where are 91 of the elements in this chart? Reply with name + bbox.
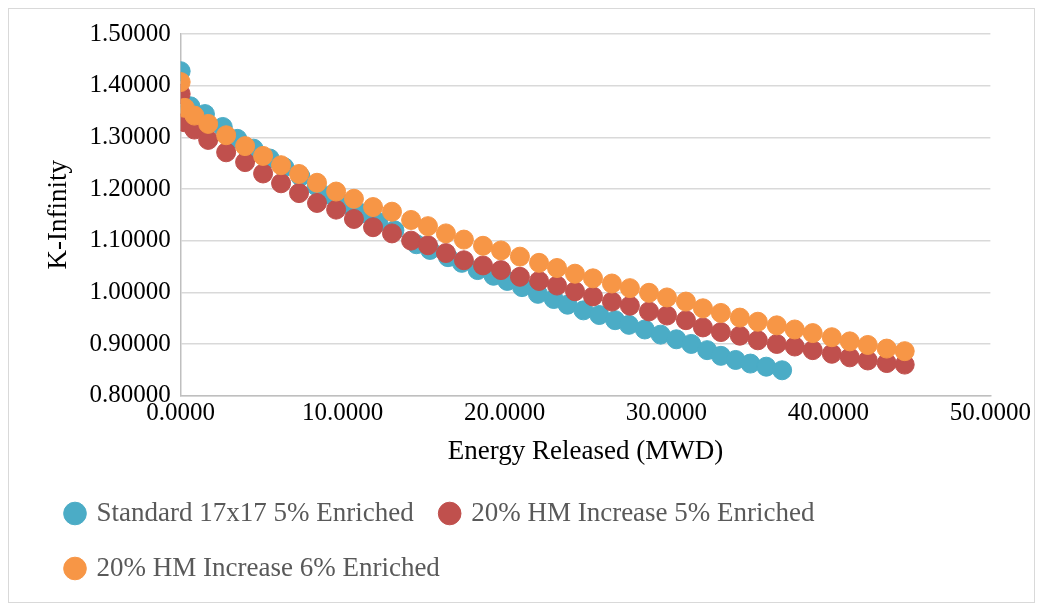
point bbox=[656, 287, 677, 308]
point bbox=[198, 113, 219, 134]
x-tick-label: 20.0000 bbox=[463, 398, 546, 426]
y-tick-label: 1.00000 bbox=[89, 276, 171, 304]
point bbox=[547, 258, 568, 279]
y-axis-title: K-Infinity bbox=[42, 159, 73, 270]
x-axis-title: Energy Released (MWD) bbox=[447, 434, 724, 465]
y-tick-label: 1.10000 bbox=[89, 225, 171, 253]
point bbox=[710, 302, 731, 323]
point bbox=[619, 295, 640, 316]
point bbox=[784, 336, 805, 357]
point bbox=[253, 145, 274, 166]
point bbox=[747, 330, 768, 351]
point bbox=[675, 291, 696, 312]
legend-label: 20% HM Increase 5% Enriched bbox=[471, 496, 816, 527]
point bbox=[784, 319, 805, 340]
point bbox=[876, 338, 897, 359]
point bbox=[675, 310, 696, 331]
point bbox=[564, 281, 585, 302]
point bbox=[307, 192, 328, 213]
point bbox=[343, 188, 364, 209]
y-tick-label: 0.90000 bbox=[89, 328, 171, 356]
point bbox=[639, 282, 659, 303]
point bbox=[235, 136, 256, 157]
point bbox=[582, 268, 603, 289]
point bbox=[692, 298, 713, 319]
x-tick-label: 50.0000 bbox=[949, 398, 1031, 426]
point bbox=[453, 229, 474, 250]
point bbox=[184, 105, 205, 126]
point bbox=[343, 208, 364, 229]
point bbox=[619, 278, 640, 299]
y-tick-label: 1.40000 bbox=[89, 70, 171, 98]
point bbox=[529, 270, 550, 291]
point bbox=[490, 240, 511, 261]
point bbox=[894, 341, 915, 362]
x-tick-label: 10.0000 bbox=[301, 398, 384, 426]
point bbox=[417, 216, 438, 237]
point bbox=[772, 360, 793, 381]
point bbox=[740, 353, 761, 374]
point bbox=[253, 163, 274, 184]
point bbox=[307, 172, 328, 193]
point bbox=[216, 142, 237, 163]
point bbox=[401, 209, 422, 230]
point bbox=[639, 301, 659, 322]
point bbox=[401, 230, 422, 251]
point bbox=[839, 331, 860, 352]
legend-label: 20% HM Increase 6% Enriched bbox=[96, 551, 441, 582]
point bbox=[618, 314, 639, 335]
x-tick-label: 30.0000 bbox=[625, 398, 708, 426]
point bbox=[381, 201, 402, 222]
point bbox=[289, 183, 310, 204]
point bbox=[564, 263, 585, 284]
point bbox=[857, 334, 878, 355]
point bbox=[490, 260, 511, 281]
point bbox=[692, 317, 713, 338]
point bbox=[766, 333, 787, 354]
point bbox=[821, 327, 842, 348]
point bbox=[529, 252, 550, 273]
point bbox=[326, 181, 347, 202]
point bbox=[656, 305, 677, 326]
point bbox=[509, 266, 530, 287]
point bbox=[589, 305, 610, 326]
point bbox=[473, 235, 493, 256]
point bbox=[435, 223, 456, 244]
point bbox=[363, 217, 384, 238]
x-tick-label: 40.0000 bbox=[787, 398, 870, 426]
point bbox=[681, 333, 702, 354]
point bbox=[766, 315, 787, 336]
point bbox=[582, 286, 603, 307]
point bbox=[802, 340, 823, 361]
point bbox=[363, 197, 384, 218]
y-tick-label: 1.20000 bbox=[89, 173, 171, 201]
point bbox=[509, 246, 530, 267]
point bbox=[650, 324, 671, 345]
point bbox=[601, 273, 622, 294]
point bbox=[216, 125, 237, 146]
point bbox=[634, 319, 655, 340]
point bbox=[271, 173, 292, 194]
point bbox=[547, 275, 568, 296]
y-tick-label: 1.50000 bbox=[89, 18, 171, 46]
legend-label: Standard 17x17 5% Enriched bbox=[96, 496, 415, 527]
point bbox=[729, 307, 750, 328]
point bbox=[601, 291, 622, 312]
point bbox=[729, 325, 750, 346]
y-tick-label: 1.30000 bbox=[89, 121, 171, 149]
point bbox=[756, 356, 777, 377]
point bbox=[473, 255, 493, 276]
point bbox=[326, 199, 347, 220]
point bbox=[802, 323, 823, 344]
point bbox=[747, 311, 768, 332]
point bbox=[710, 322, 731, 343]
